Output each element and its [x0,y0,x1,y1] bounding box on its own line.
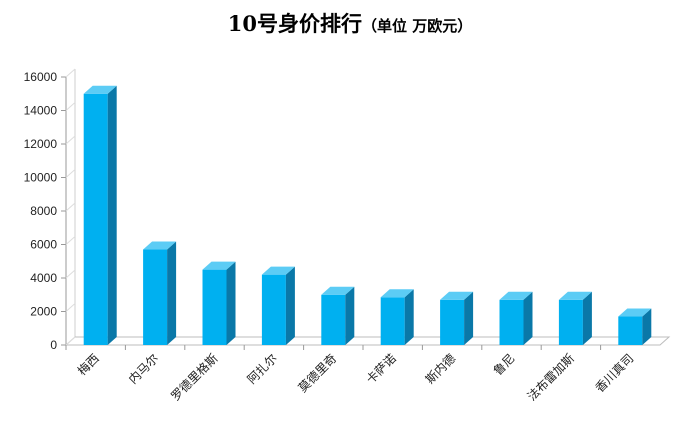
bar-top [261,266,295,275]
y-tick-depth [65,303,76,312]
bar-side [464,291,474,345]
y-tick-label: 12000 [24,137,58,151]
y-tick-label: 2000 [30,305,57,319]
x-category-label: 斯内德 [422,351,458,387]
bar [261,266,295,345]
bar-top [143,241,177,250]
bar-side [642,308,652,345]
bar-side [523,291,533,345]
x-category-label: 罗德里格斯 [168,351,221,404]
bar-front [380,297,405,345]
bar-side [167,241,177,345]
x-category-label: 莫德里奇 [295,351,340,396]
bar-top [558,291,592,300]
chart-title-unit: （单位 万欧元） [362,17,473,35]
bar-side [107,85,117,345]
bar-top [83,85,117,94]
chart-bars [83,85,652,345]
x-category-label: 梅西 [74,351,102,379]
bar-front [499,299,524,345]
bar-front [440,299,465,345]
y-tick-label: 4000 [30,271,57,285]
x-category-label: 内马尔 [125,351,161,387]
y-tick-depth [65,68,76,78]
y-tick-depth [65,269,76,279]
y-tick-label: 6000 [30,238,57,252]
bar-side [404,289,414,345]
x-axis-labels: 梅西 内马尔 罗德里格斯 阿扎尔 莫德里奇 卡萨诺 斯内德 鲁尼 法布雷加斯 香川真司 [65,345,637,404]
chart-title-main: 10号身价排行 [227,11,362,36]
bar-top [321,286,355,295]
bar-top [440,291,474,300]
bar-front [558,299,583,345]
x-category-label: 法布雷加斯 [525,351,577,403]
bar-top [380,289,414,298]
bar [440,291,474,345]
bar-front [321,294,346,345]
y-tick-depth [65,169,76,178]
bar-side [582,291,592,345]
bar-front [143,249,168,345]
bar [321,286,355,345]
bar-front [83,93,108,345]
y-axis-ticks: 0 2000 4000 6000 8000 10000 12000 14000 16000 [24,68,76,352]
x-category-label: 鲁尼 [491,351,518,378]
bar-top [499,291,533,300]
bar [143,241,177,345]
x-category-label: 香川真司 [593,351,637,395]
y-tick-depth [65,202,76,212]
bar-front [261,274,286,345]
y-tick-depth [65,135,76,145]
bar [202,261,236,345]
bar-side [226,261,236,345]
x-category-label: 阿扎尔 [244,351,280,387]
y-tick-label: 14000 [24,104,58,118]
y-tick-label: 8000 [30,204,57,218]
bar-front [202,269,227,345]
bar-top [202,261,236,270]
y-tick-label: 0 [50,338,57,352]
bar-front [618,316,643,345]
bar-side [345,286,355,345]
bar-top [618,308,652,317]
y-tick-depth [65,236,76,245]
bar [618,308,652,345]
bar [499,291,533,345]
bar [83,85,117,345]
y-tick-depth [65,102,76,111]
x-category-label: 卡萨诺 [363,351,398,386]
y-tick-label: 16000 [24,70,58,84]
y-tick-label: 10000 [24,171,58,185]
chart-title: 10号身价排行（单位 万欧元） [0,8,700,38]
bar [380,289,414,345]
bar [558,291,592,345]
bar-side [285,266,295,345]
y-tick-depth [65,336,76,346]
